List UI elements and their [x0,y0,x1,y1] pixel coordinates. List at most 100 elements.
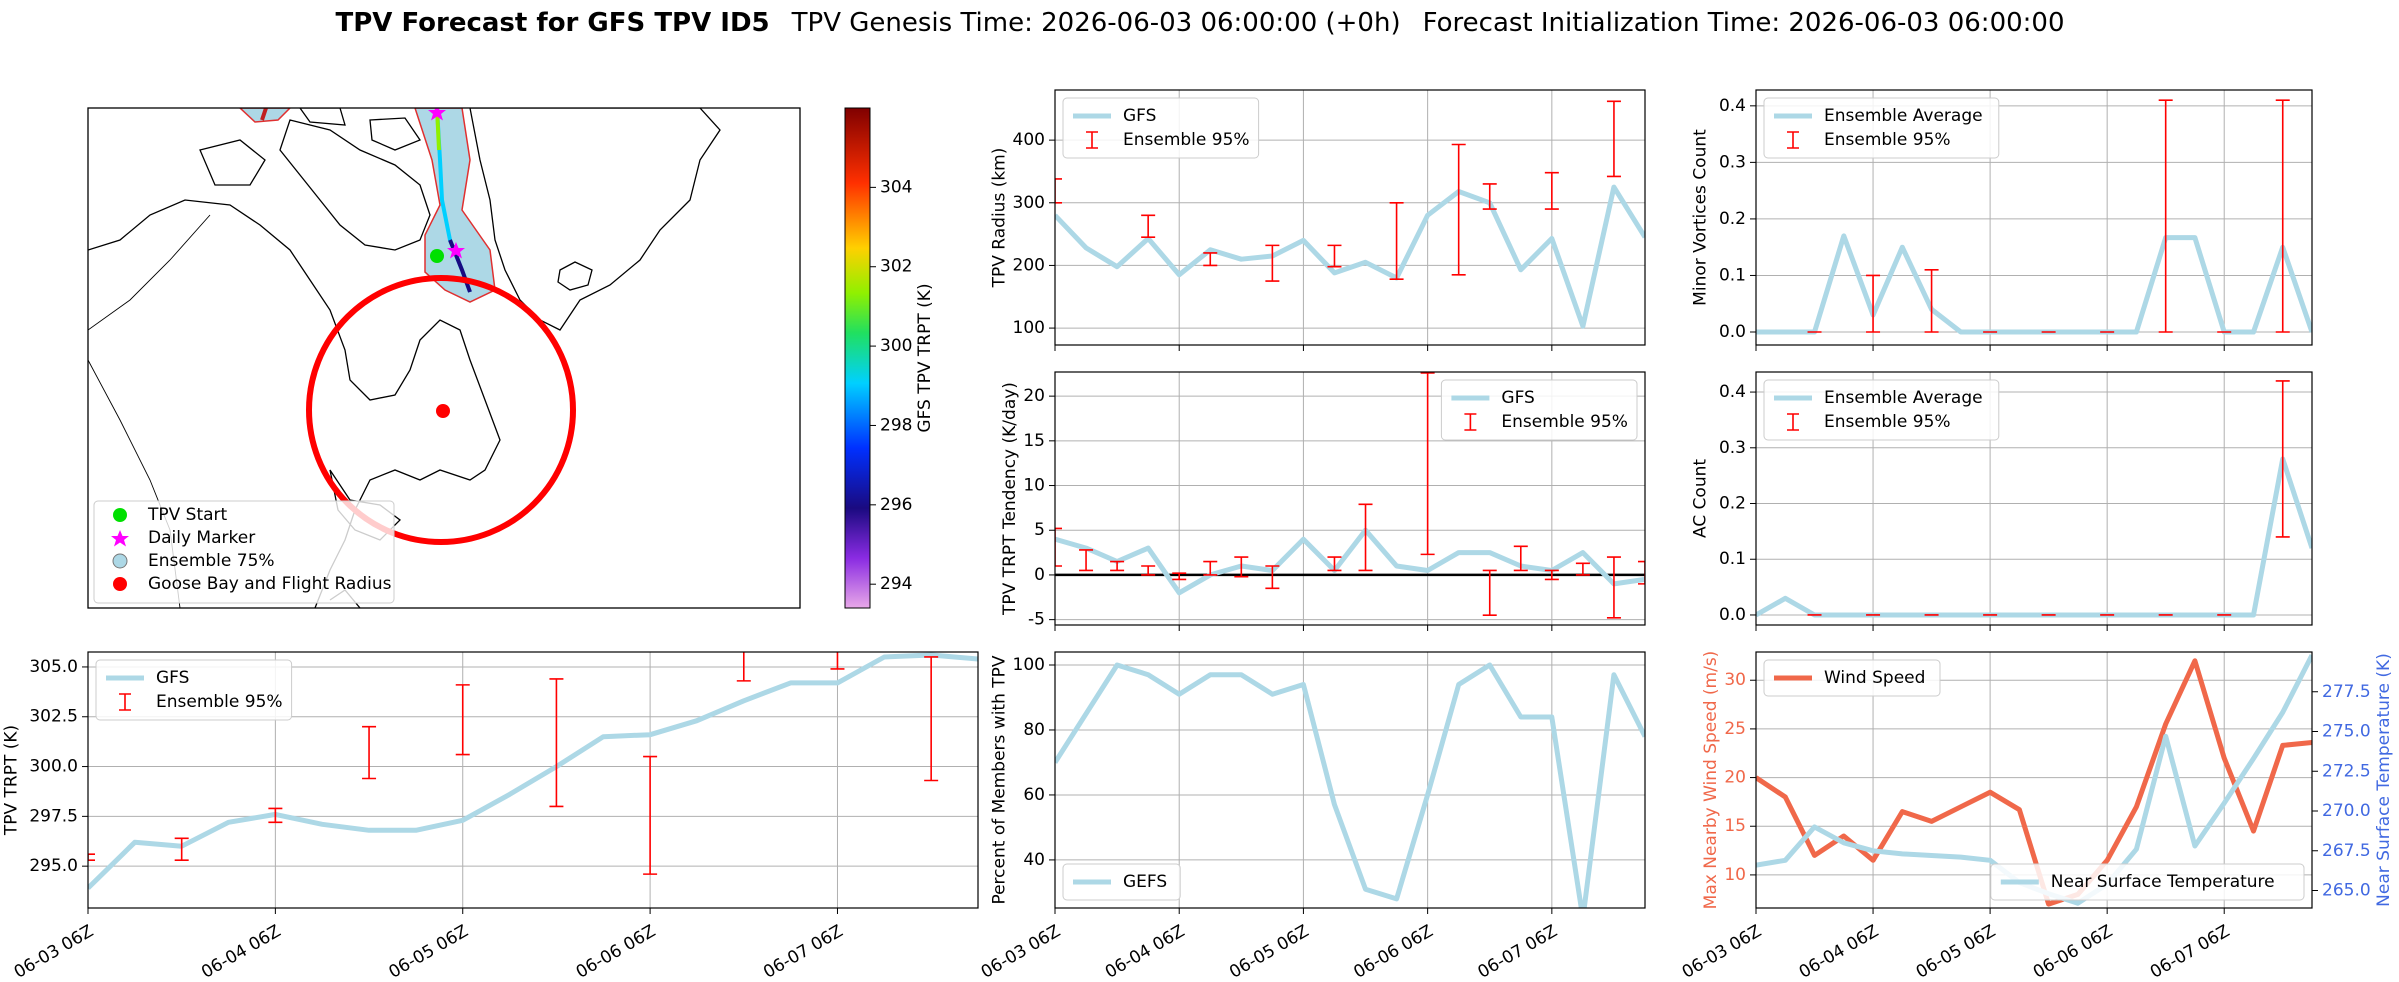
y-tick-label: 60 [1023,785,1045,805]
error-bar [455,684,470,756]
legend-marker [113,577,127,591]
y-tick-label: 305.0 [29,657,78,677]
islands [199,108,421,186]
x-tick-label: 06-05 06Z [1226,921,1312,982]
legend-swatch [1787,131,1799,149]
error-bar [1544,171,1559,210]
series-line [1756,233,2312,335]
legend-label: Ensemble 95% [1123,130,1250,150]
y-tick-label: 30 [1724,670,1746,690]
y2-axis-label: Near Surface Temperature (K) [2374,653,2394,907]
y-tick-label: 100 [1013,318,1045,338]
y-axis-label: TPV TRPT Tendency (K/day) [1000,382,1020,616]
y-tick-label: 0.4 [1719,382,1746,402]
series-line [1756,456,2312,618]
legend-box [1763,379,2000,441]
y2-tick-label: 265.0 [2322,881,2371,901]
legend-label: TPV Start [147,505,228,525]
title-genesis: TPV Genesis Time: 2026-06-03 06:00:00 (+… [791,8,1401,38]
x-tick-label: 06-07 06Z [1475,921,1561,982]
x-tick-label: 06-04 06Z [198,921,284,982]
x-tick-label: 06-03 06Z [978,921,1064,982]
legend-marker [111,530,129,547]
y-tick-label: 0.0 [1719,605,1746,625]
figure-title: TPV Forecast for GFS TPV ID5 TPV Genesis … [335,8,2064,38]
canada-coast [88,199,501,608]
error-bar [362,725,377,780]
y-axis-label: TPV TRPT (K) [2,725,22,836]
error-bar [1234,556,1249,578]
legend-label: Ensemble Average [1824,388,1983,408]
legend-box [1062,863,1181,901]
legend-label: Goose Bay and Flight Radius [148,574,392,594]
y-tick-label: 0.1 [1719,265,1746,285]
error-bar [1172,572,1187,581]
daily-marker [428,108,446,121]
colorbar-tick-label: 300 [880,336,912,356]
legend-box [1062,97,1260,159]
x-tick-label: 06-04 06Z [1796,921,1882,982]
y-tick-label: 15 [1724,816,1746,836]
legend-label: Ensemble 95% [1824,412,1951,432]
error-bar [1866,274,1881,333]
y-tick-label: 0.0 [1719,322,1746,342]
goose-bay [436,404,450,418]
error-bar [736,652,751,682]
flight-radius [306,275,576,545]
legend-label: GEFS [1123,872,1167,892]
y-tick-label: 0.3 [1719,152,1746,172]
y2-tick-label: 272.5 [2322,761,2371,781]
error-bar [1203,252,1218,267]
legend-box [93,500,395,604]
y2-tick-label: 270.0 [2322,801,2371,821]
error-bar [1606,100,1621,178]
x-tick-label: 06-07 06Z [760,921,846,982]
x-tick-label: 06-05 06Z [385,921,471,982]
legend-label: Ensemble 95% [1824,130,1951,150]
error-bar [924,656,939,782]
x-tick-label: 06-04 06Z [1102,921,1188,982]
error-bar [2275,99,2290,333]
y-tick-label: 0.3 [1719,438,1746,458]
y-tick-label: 20 [1023,386,1045,406]
legend-label: GFS [1123,106,1156,126]
error-bar [1055,178,1062,204]
error-bar [1389,201,1404,281]
y-tick-label: 297.5 [29,806,78,826]
legend-label: Daily Marker [148,528,255,548]
y-tick-label: 20 [1724,768,1746,788]
colorbar-label: GFS TPV TRPT (K) [915,283,935,432]
legend-swatch [1787,413,1799,431]
legend-box [1440,379,1638,441]
legend-marker [113,508,127,522]
map-frame [87,107,801,609]
legend-label: Wind Speed [1824,668,1925,688]
y-tick-label: 302.5 [29,707,78,727]
error-bar [1141,565,1156,576]
colorbar-tick-label: 302 [880,257,912,277]
error-bar [1482,569,1497,616]
y-tick-label: 15 [1023,431,1045,451]
error-bar [1575,562,1590,576]
tpv-start [430,249,444,263]
error-bar [1606,556,1621,619]
x-tick-label: 06-05 06Z [1913,921,1999,982]
plot-frame [1755,651,2313,909]
series-line [1055,184,1645,329]
legend-label: Ensemble 95% [156,692,283,712]
colorbar-tick-label: 296 [880,495,912,515]
series-line [1756,658,2312,907]
error-bar [1203,560,1218,576]
y-tick-label: 400 [1013,130,1045,150]
title-main: TPV Forecast for GFS TPV ID5 [335,8,769,38]
y-tick-label: 0.2 [1719,494,1746,514]
legend-label: GFS [156,668,189,688]
x-tick-label: 06-03 06Z [11,921,97,982]
error-bar [174,837,189,861]
legend-label: Ensemble 75% [148,551,275,571]
legend-label: Ensemble Average [1824,106,1983,126]
baffin [279,119,431,251]
plot-frame [1054,89,1646,346]
error-bar [1451,143,1466,276]
